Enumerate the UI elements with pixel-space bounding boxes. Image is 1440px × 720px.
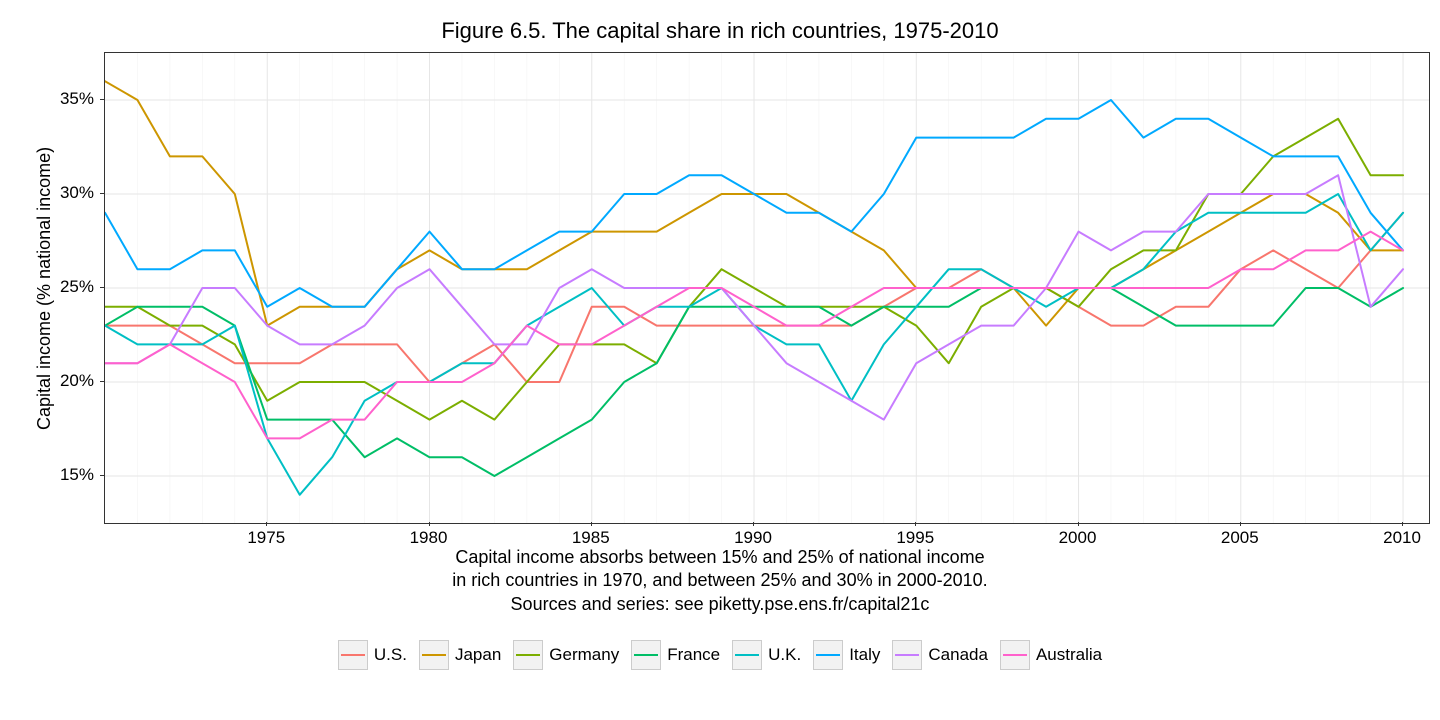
legend-label: Italy [849,645,880,665]
plot-area [104,52,1430,524]
legend-swatch [419,640,449,670]
legend-label: Australia [1036,645,1102,665]
legend-line-icon [516,654,540,656]
legend-label: Japan [455,645,501,665]
y-tick [100,99,104,100]
chart-title: Figure 6.5. The capital share in rich co… [0,18,1440,44]
legend-swatch [513,640,543,670]
x-tick-label: 2010 [1383,528,1421,548]
x-tick [591,522,592,526]
legend-item: Australia [1000,640,1102,670]
legend-line-icon [735,654,759,656]
chart-caption: Capital income absorbs between 15% and 2… [0,546,1440,616]
y-tick [100,381,104,382]
x-tick [753,522,754,526]
legend-item: U.S. [338,640,407,670]
y-tick-label: 15% [50,465,94,485]
legend-swatch [631,640,661,670]
legend-label: Germany [549,645,619,665]
y-tick-label: 20% [50,371,94,391]
x-tick-label: 1975 [247,528,285,548]
legend-line-icon [895,654,919,656]
x-tick-label: 1990 [734,528,772,548]
y-tick [100,287,104,288]
legend-swatch [1000,640,1030,670]
legend-label: U.S. [374,645,407,665]
legend-item: France [631,640,720,670]
legend-swatch [732,640,762,670]
x-tick-label: 1995 [896,528,934,548]
x-tick [266,522,267,526]
x-tick-label: 1985 [572,528,610,548]
legend-line-icon [1003,654,1027,656]
x-tick-label: 1980 [410,528,448,548]
x-tick [1078,522,1079,526]
x-tick [429,522,430,526]
x-tick-label: 2000 [1059,528,1097,548]
legend-line-icon [422,654,446,656]
y-tick-label: 25% [50,277,94,297]
legend-label: U.K. [768,645,801,665]
figure-container: { "chart": { "type": "line", "title": "F… [0,0,1440,720]
legend-item: Italy [813,640,880,670]
legend-swatch [813,640,843,670]
legend-swatch [338,640,368,670]
y-tick-label: 35% [50,89,94,109]
legend-line-icon [634,654,658,656]
legend: U.S. Japan Germany France U.K. Italy Canada Aus… [0,640,1440,675]
x-tick [915,522,916,526]
legend-line-icon [816,654,840,656]
y-tick [100,193,104,194]
legend-item: U.K. [732,640,801,670]
legend-line-icon [341,654,365,656]
x-tick-label: 2005 [1221,528,1259,548]
line-chart-svg [105,53,1429,523]
y-tick-label: 30% [50,183,94,203]
legend-item: Germany [513,640,619,670]
legend-label: Canada [928,645,988,665]
x-tick [1240,522,1241,526]
legend-swatch [892,640,922,670]
legend-item: Japan [419,640,501,670]
legend-item: Canada [892,640,988,670]
y-tick [100,475,104,476]
x-tick [1402,522,1403,526]
legend-label: France [667,645,720,665]
